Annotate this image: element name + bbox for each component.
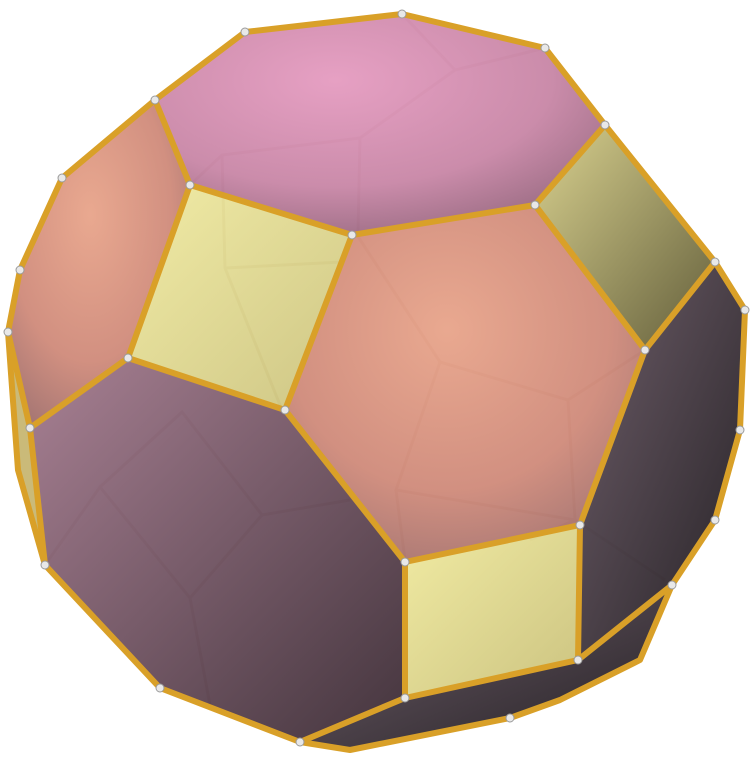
square-face-upper-right xyxy=(535,125,715,350)
vertices xyxy=(3,9,750,747)
octagon-face-center xyxy=(285,205,645,562)
octagon-face-upper-left xyxy=(8,100,190,428)
faces xyxy=(8,14,745,750)
octagon-face-bottom xyxy=(300,585,672,750)
square-face-upper-left xyxy=(128,185,352,410)
hexagon-face-right xyxy=(578,262,745,660)
square-face-lower-right xyxy=(405,525,580,698)
hexagon-face-top xyxy=(155,14,605,235)
